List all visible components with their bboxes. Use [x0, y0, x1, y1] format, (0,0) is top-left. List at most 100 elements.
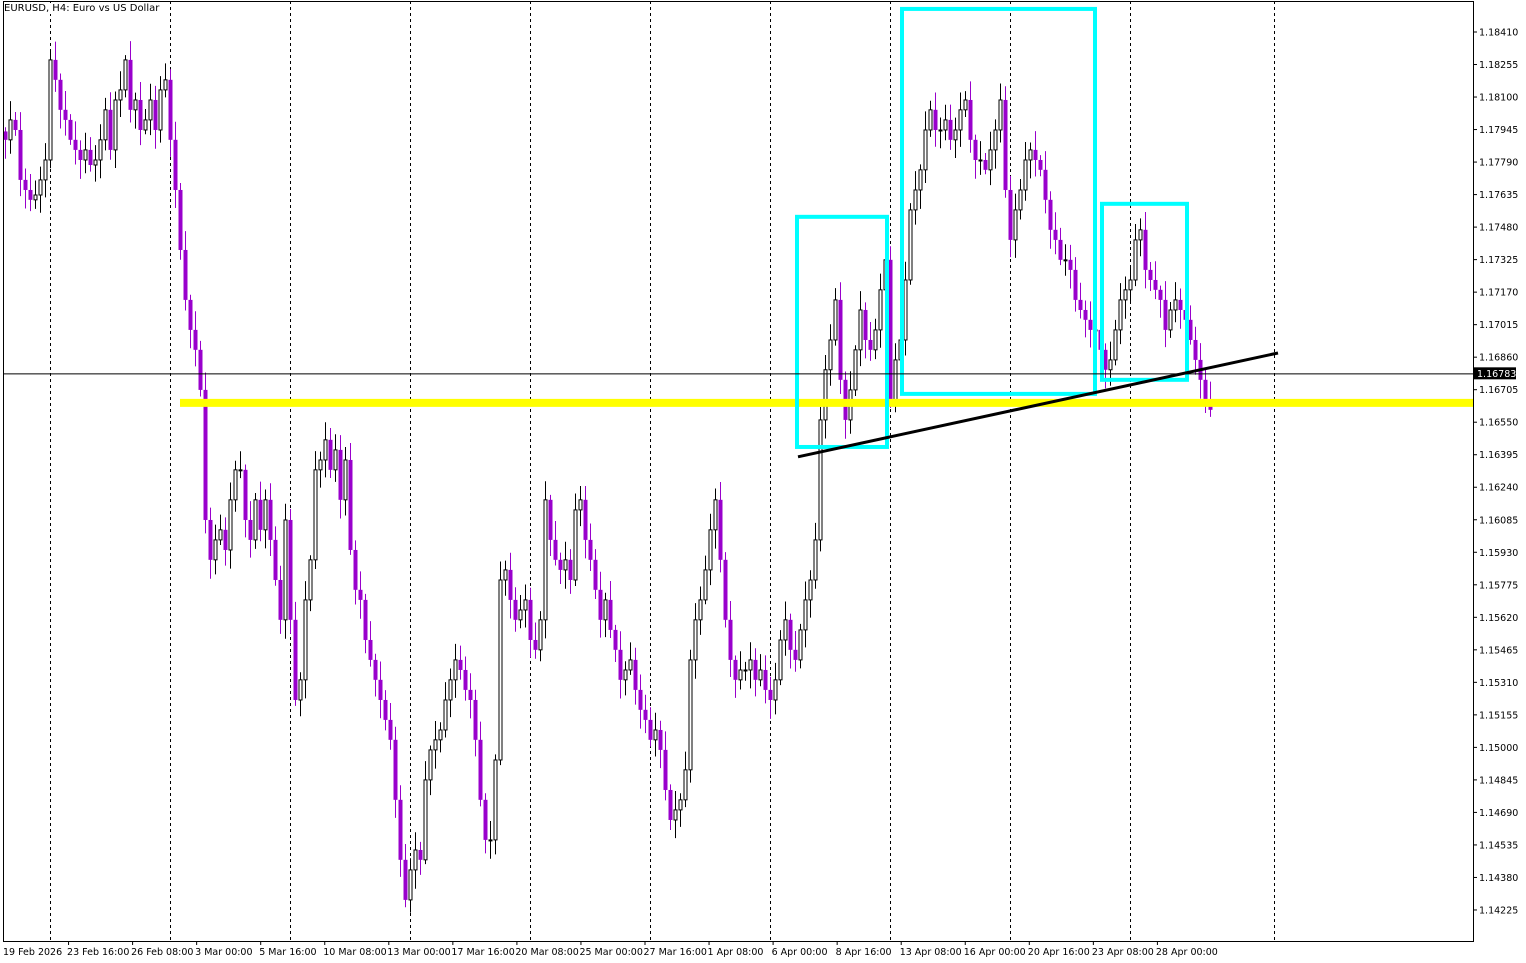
candle-body [443, 699, 448, 731]
candle [933, 92, 938, 147]
candle [1163, 281, 1168, 348]
candle [578, 485, 583, 527]
candle-body [948, 119, 953, 140]
candle [23, 168, 28, 209]
candle-body [53, 59, 58, 80]
candle-body [638, 689, 643, 710]
candle-body [1083, 309, 1088, 320]
candle-body [768, 689, 773, 700]
candle [348, 442, 353, 555]
price-label: 1.15155 [1479, 710, 1518, 721]
candle-body [683, 769, 688, 801]
candle-body [498, 579, 503, 761]
candle-body [658, 729, 663, 750]
candle [78, 140, 83, 179]
candle [178, 182, 183, 260]
candle-body [233, 469, 238, 501]
candle-body [313, 469, 318, 561]
candle-body [1123, 289, 1128, 301]
candle-body [243, 469, 248, 520]
candle [743, 661, 748, 681]
candle [533, 622, 538, 659]
candle-body [118, 89, 123, 101]
candle-body [593, 559, 598, 590]
time-label: 8 Apr 16:00 [836, 947, 892, 958]
candle [1038, 155, 1043, 177]
candle-body [718, 499, 723, 560]
candle-body [1168, 309, 1173, 331]
candle [278, 565, 283, 634]
candle [288, 508, 293, 634]
candle-body [1153, 279, 1158, 290]
candle-body [1048, 199, 1053, 230]
candle [1003, 86, 1008, 198]
candle-body [688, 659, 693, 771]
candle [88, 137, 93, 172]
candle-body [288, 519, 293, 620]
candle [33, 180, 38, 209]
candle-body [1193, 339, 1198, 360]
time-label: 25 Mar 00:00 [579, 947, 642, 958]
candle-body [1008, 189, 1013, 240]
candle-body [903, 279, 908, 341]
candle [673, 791, 678, 839]
candle-body [83, 149, 88, 161]
candle-body [608, 599, 613, 630]
candle-body [478, 739, 483, 800]
candle-body [143, 119, 148, 131]
candle [683, 751, 688, 808]
candle-body [678, 799, 683, 811]
candle-body [38, 179, 43, 196]
candle [1008, 175, 1013, 258]
candle [108, 92, 113, 160]
candle-body [808, 579, 813, 601]
candle-body [138, 99, 143, 130]
annotations[interactable] [3, 6, 1473, 459]
grid-lines [50, 1, 1275, 941]
candle-body [738, 669, 743, 681]
candle-body [163, 79, 168, 91]
candle-body [858, 309, 863, 351]
candle [158, 76, 163, 143]
candle-body [1043, 169, 1048, 200]
candle [428, 745, 433, 796]
candle-body [793, 649, 798, 660]
candle-body [128, 59, 133, 110]
candle [553, 521, 558, 566]
candle-body [253, 499, 258, 541]
candle [913, 171, 918, 225]
candle-body [388, 719, 393, 740]
candle [1178, 288, 1183, 329]
candle [308, 555, 313, 612]
candle [8, 101, 13, 154]
candle [708, 513, 713, 586]
candle [703, 555, 708, 605]
candle [753, 648, 758, 697]
candle-body [533, 639, 538, 650]
candle [68, 114, 73, 145]
price-label: 1.17635 [1479, 190, 1518, 201]
candle [1123, 276, 1128, 319]
candle-body [1108, 359, 1113, 371]
candle [368, 621, 373, 667]
candle [473, 689, 478, 757]
candle [803, 581, 808, 648]
candle-body [1078, 299, 1083, 310]
time-label: 13 Mar 00:00 [387, 947, 450, 958]
candle [268, 483, 273, 557]
candle-body [1073, 269, 1078, 300]
candle-body [383, 699, 388, 720]
price-label: 1.15930 [1479, 548, 1518, 559]
candle-body [323, 439, 328, 461]
candle [1083, 300, 1088, 338]
candle [223, 517, 228, 566]
candle [143, 108, 148, 135]
candle-body [818, 419, 823, 541]
candle [383, 690, 388, 731]
price-label: 1.14380 [1479, 873, 1518, 884]
pattern-box [1100, 201, 1189, 382]
candle [168, 69, 173, 157]
candle-body [983, 159, 988, 170]
price-label: 1.17170 [1479, 288, 1518, 299]
